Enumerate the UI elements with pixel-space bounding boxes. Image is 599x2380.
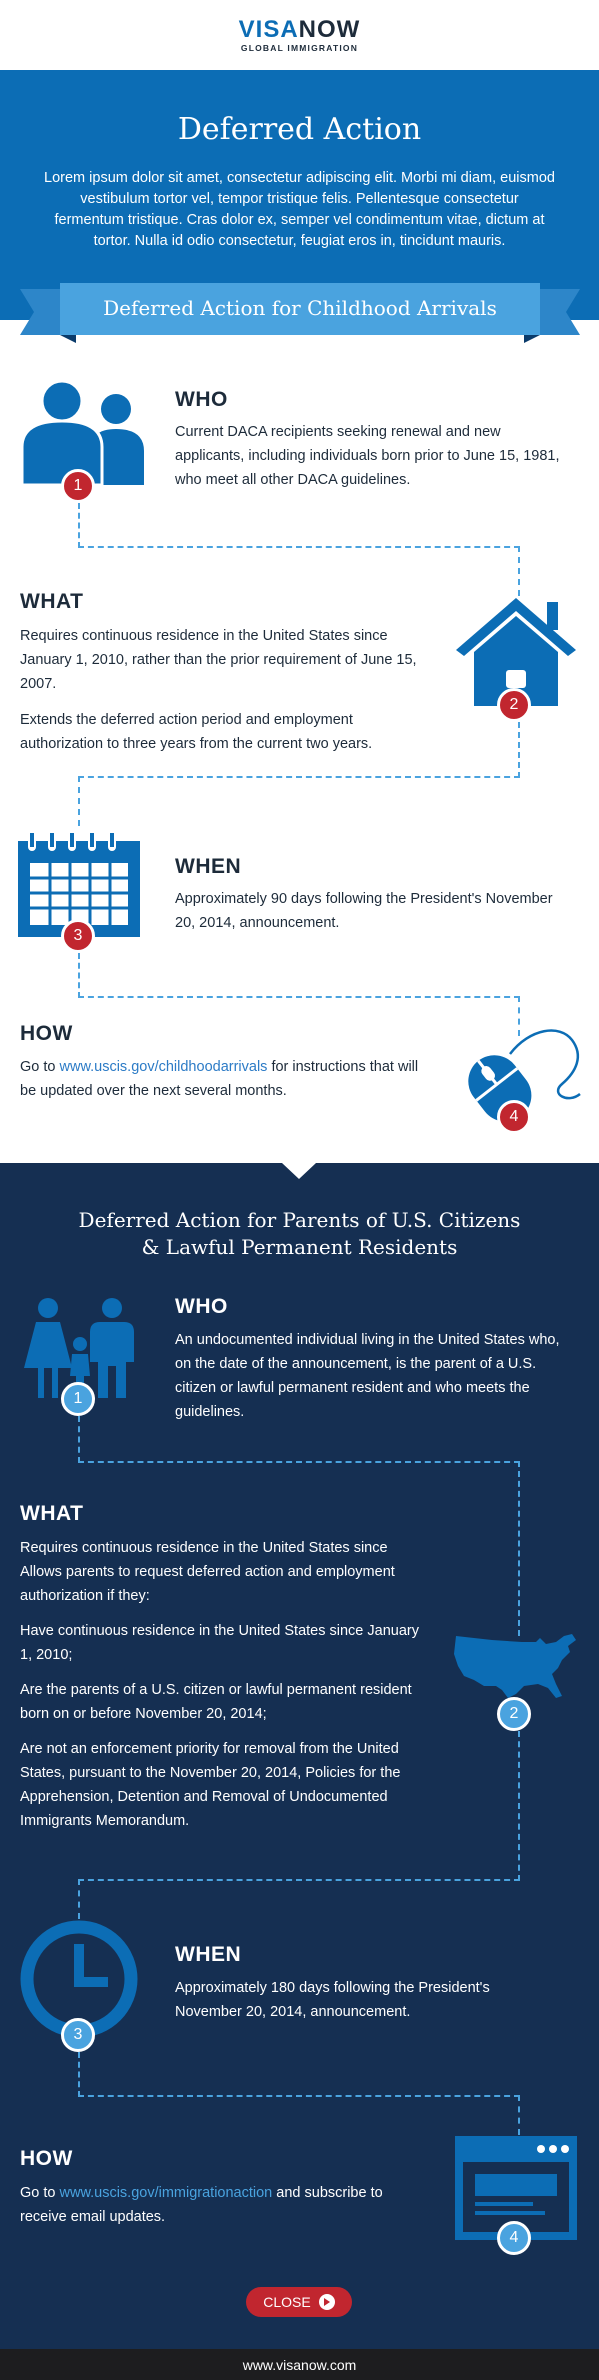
daca-when-text: Approximately 90 days following the Pres… bbox=[175, 891, 553, 931]
daca-who-heading: WHO bbox=[175, 388, 228, 411]
daca-how-post: for instructions that will be updated ov… bbox=[20, 1059, 419, 1099]
site-footer: www.visanow.com bbox=[0, 2349, 599, 2380]
daca-step-1-badge: 1 bbox=[61, 469, 95, 503]
close-arrow-icon bbox=[318, 2294, 335, 2310]
daca-step-2-badge: 2 bbox=[497, 688, 531, 722]
dapa-title-line-1: Deferred Action for Parents of U.S. Citi… bbox=[78, 1208, 521, 1232]
childhood-arrivals-link[interactable]: www.uscis.gov/childhoodarrivals bbox=[59, 1059, 268, 1075]
dapa-what-text-2: Have continuous residence in the United … bbox=[20, 1623, 419, 1663]
daca-step-3-badge: 3 bbox=[61, 919, 95, 953]
hero-text: Lorem ipsum dolor sit amet, consectetur … bbox=[44, 170, 555, 249]
footer-url[interactable]: www.visanow.com bbox=[242, 2356, 357, 2373]
connector bbox=[518, 2095, 520, 2135]
daca-how-heading: HOW bbox=[20, 1022, 73, 1045]
connector bbox=[78, 1461, 520, 1463]
daca-banner-ribbon bbox=[20, 283, 580, 343]
visanow-logo[interactable]: VISANOW GLOBAL IMMIGRATION bbox=[0, 16, 599, 54]
dapa-when-heading: WHEN bbox=[175, 1943, 242, 1966]
dapa-how-heading: HOW bbox=[20, 2147, 73, 2170]
dapa-what-heading: WHAT bbox=[20, 1502, 84, 1525]
daca-how-pre: Go to bbox=[20, 1059, 60, 1075]
usa-map-icon bbox=[454, 1634, 576, 1698]
connector bbox=[78, 503, 80, 548]
daca-what-text-1: Requires continuous residence in the Uni… bbox=[20, 628, 417, 692]
daca-what-text-2: Extends the deferred action period and e… bbox=[20, 712, 373, 752]
dapa-who-heading: WHO bbox=[175, 1295, 228, 1318]
connector bbox=[78, 1879, 520, 1881]
connector bbox=[78, 546, 520, 548]
connector bbox=[78, 1416, 80, 1463]
logo-now: NOW bbox=[298, 16, 361, 43]
logo-subtitle: GLOBAL IMMIGRATION bbox=[240, 43, 359, 53]
dapa-how-post: and subscribe to receive email updates. bbox=[20, 2185, 383, 2225]
dapa-when-text: Approximately 180 days following the Pre… bbox=[175, 1980, 490, 2020]
site-header: VISANOW GLOBAL IMMIGRATION bbox=[0, 0, 599, 70]
daca-step-4-badge: 4 bbox=[497, 1100, 531, 1134]
connector bbox=[78, 776, 80, 826]
hero-section: Deferred Action Lorem ipsum dolor sit am… bbox=[0, 70, 599, 320]
daca-who-text: Current DACA recipients seeking renewal … bbox=[175, 424, 560, 488]
connector bbox=[518, 1461, 520, 1636]
immigration-action-link[interactable]: www.uscis.gov/immigrationaction bbox=[59, 2185, 273, 2201]
connector bbox=[78, 776, 520, 778]
connector bbox=[78, 2052, 80, 2097]
connector bbox=[518, 1731, 520, 1881]
dapa-title-line-2: & Lawful Permanent Residents bbox=[141, 1235, 458, 1259]
daca-how-text: Go to www.uscis.gov/childhoodarrivals fo… bbox=[20, 1055, 420, 1103]
daca-what-heading: WHAT bbox=[20, 590, 84, 613]
dapa-how-pre: Go to bbox=[20, 2185, 60, 2201]
dapa-step-1-badge: 1 bbox=[61, 1382, 95, 1416]
house-icon bbox=[456, 598, 576, 706]
connector bbox=[78, 2095, 520, 2097]
close-button-label: CLOSE bbox=[263, 2294, 311, 2310]
dapa-step-2-badge: 2 bbox=[497, 1697, 531, 1731]
connector bbox=[78, 953, 80, 998]
daca-banner-title: Deferred Action for Childhood Arrivals bbox=[103, 296, 497, 320]
connector bbox=[518, 996, 520, 1036]
dapa-what-text-4: Are not an enforcement priority for remo… bbox=[20, 1741, 401, 1829]
dapa-what-text-1: Requires continuous residence in the Uni… bbox=[20, 1540, 395, 1604]
dapa-step-4-badge: 4 bbox=[497, 2221, 531, 2255]
connector bbox=[78, 996, 520, 998]
connector bbox=[518, 546, 520, 596]
daca-when-heading: WHEN bbox=[175, 855, 242, 878]
dapa-step-3-badge: 3 bbox=[61, 2018, 95, 2052]
connector bbox=[518, 722, 520, 778]
connector bbox=[78, 1879, 80, 1919]
dapa-what-text-3: Are the parents of a U.S. citizen or law… bbox=[20, 1682, 412, 1722]
dapa-how-text: Go to www.uscis.gov/immigrationaction an… bbox=[20, 2181, 420, 2229]
logo-visa: VISA bbox=[238, 16, 299, 43]
family-icon bbox=[24, 1298, 134, 1398]
dapa-who-text: An undocumented individual living in the… bbox=[175, 1332, 560, 1420]
hero-title: Deferred Action bbox=[177, 112, 422, 147]
close-button[interactable]: CLOSE bbox=[246, 2287, 352, 2317]
section-pointer bbox=[282, 1163, 316, 1179]
